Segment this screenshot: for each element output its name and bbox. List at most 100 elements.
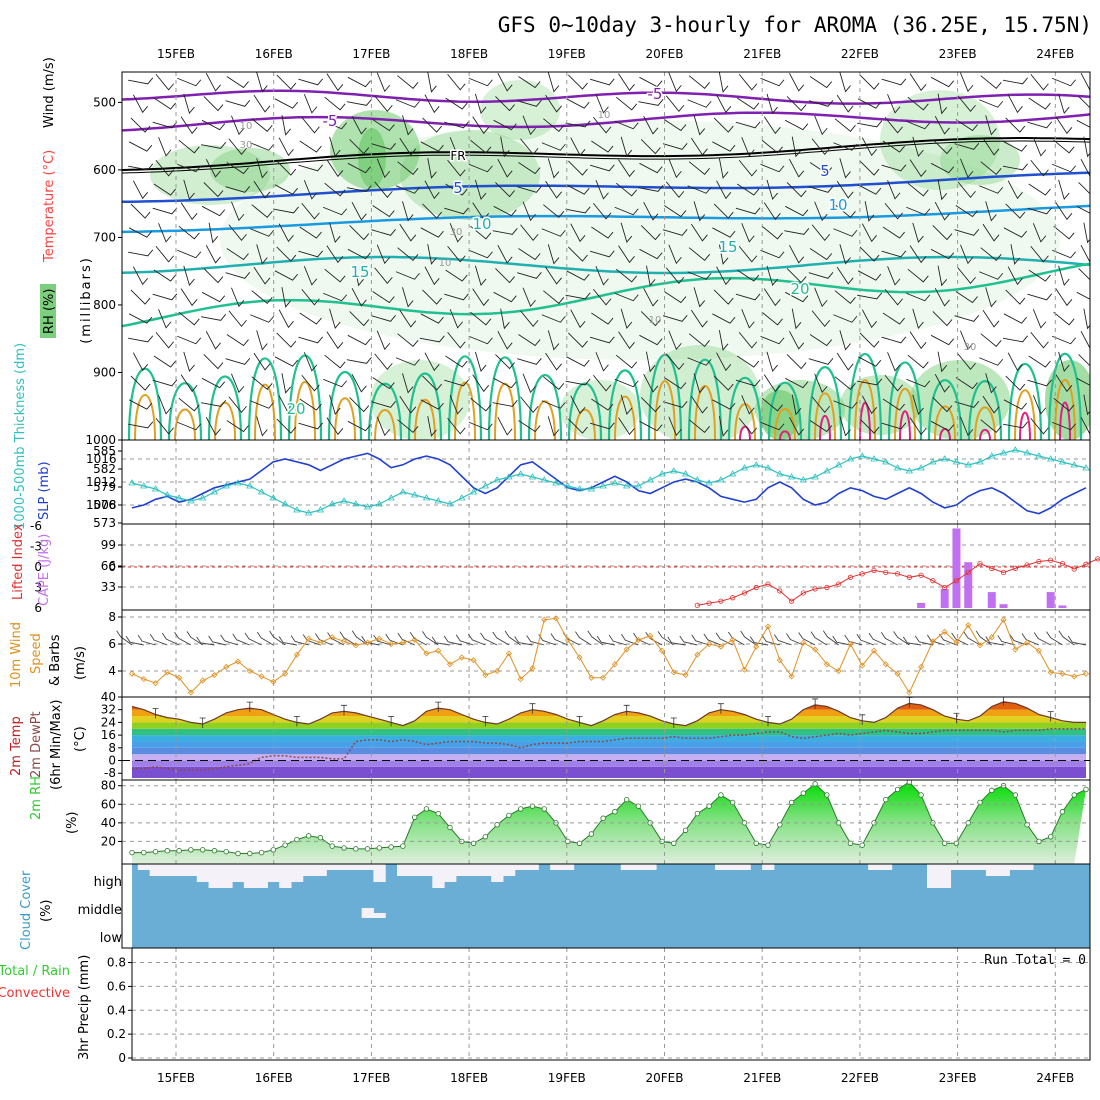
- rh-legend-swatch: [40, 284, 56, 338]
- isotherm-loop: [854, 379, 876, 440]
- wind-barb: [1027, 293, 1053, 301]
- wind-barb: [424, 94, 440, 114]
- wind10-barb: [504, 630, 521, 646]
- wind-barb: [1007, 94, 1023, 114]
- wind-barb: [859, 332, 880, 348]
- wind-barb: [955, 291, 978, 304]
- wind-barb: [376, 158, 391, 179]
- thickness-label: 1000-500mb Thickness (dm): [13, 343, 28, 530]
- thickness-point: [717, 476, 725, 483]
- wind-barb: [402, 373, 414, 394]
- wind-barb: [791, 136, 802, 158]
- wind-barb: [545, 266, 562, 285]
- rh2m-point: [541, 806, 547, 812]
- wind-barb: [298, 422, 324, 430]
- wind-barb: [1028, 269, 1051, 282]
- wind-barb: [761, 139, 783, 154]
- isotherm-loop: [927, 379, 963, 440]
- wind-barb: [545, 180, 562, 199]
- wind-barb: [1076, 377, 1090, 386]
- temp-minmax-bar: [152, 708, 159, 719]
- wind-barb: [785, 119, 809, 131]
- y-tick-label: 0.4: [107, 1003, 126, 1017]
- wind-barb: [690, 137, 708, 156]
- wind-barb: [665, 267, 685, 284]
- isotherm-loop: [447, 355, 483, 440]
- wind-barb: [155, 417, 174, 435]
- wind-barb: [960, 416, 974, 437]
- wind-barb: [809, 162, 833, 175]
- date-label-top: 19FEB: [548, 47, 586, 61]
- wind-barb: [568, 74, 588, 90]
- wind-barb: [347, 334, 371, 346]
- thickness-point: [151, 485, 160, 492]
- lifted-index-point: [1059, 560, 1066, 567]
- thickness-point: [1058, 458, 1067, 465]
- cloud-high-bar: [455, 864, 469, 876]
- isotherm-label: 15: [350, 263, 369, 281]
- wind-barb: [205, 416, 221, 436]
- wind10-speed-point: [729, 636, 736, 644]
- y-tick-label: 40: [101, 690, 116, 704]
- thickness-point: [670, 467, 678, 474]
- wind10-barb: [256, 631, 274, 646]
- upper-air-ylabel: RH (%) Temperature (°C) Wind (m/s) (mill…: [40, 57, 94, 344]
- wind-barb: [203, 268, 224, 284]
- isotherm-loop: [687, 358, 723, 440]
- temp-minmax-bar: [246, 701, 253, 713]
- wind-barb: [1078, 354, 1090, 367]
- wind-barb: [208, 222, 219, 244]
- wind-barb: [424, 180, 440, 200]
- rh2m-point: [824, 792, 830, 798]
- wind-barb: [565, 206, 591, 214]
- wind-barb: [130, 203, 151, 219]
- wind-barb: [909, 159, 927, 178]
- wind-barb: [371, 401, 396, 408]
- lifted-index-point: [753, 584, 759, 591]
- wind10-speed-point: [776, 657, 783, 664]
- isotherm-loop: [767, 381, 803, 440]
- wind10-barb: [220, 634, 239, 646]
- wind-barb: [713, 203, 734, 219]
- date-label-top: 18FEB: [450, 47, 488, 61]
- rh2m-point: [482, 834, 489, 840]
- thickness-point: [622, 482, 631, 489]
- date-label-bottom: 20FEB: [646, 1071, 684, 1085]
- wind-barb: [595, 352, 609, 372]
- cloud-unit: (%): [39, 900, 54, 923]
- isotherm-loop: [374, 409, 396, 440]
- wind10-barb: [550, 633, 568, 646]
- wind10-speed-point: [505, 650, 512, 657]
- wind-barb: [954, 315, 980, 322]
- wind-barb: [329, 222, 341, 244]
- wind10-barb: [174, 631, 192, 646]
- wind-barb: [225, 100, 251, 107]
- cloud-high-bar: [879, 864, 893, 870]
- wind-barb: [402, 201, 414, 222]
- wind-barb: [668, 72, 682, 93]
- wind-barb: [766, 265, 778, 287]
- lifted-index-point: [1036, 558, 1042, 565]
- cloud-high-bar: [962, 864, 975, 870]
- isotherm-loop: [814, 392, 836, 440]
- date-label-bottom: 16FEB: [255, 1071, 293, 1085]
- isotherm-loop: [887, 361, 923, 440]
- wind-barb: [518, 248, 541, 261]
- wind-barb: [668, 158, 682, 179]
- wind-barb: [591, 312, 614, 325]
- wind-barb: [420, 141, 444, 152]
- wind-barb: [178, 397, 200, 412]
- wind-barb: [347, 248, 371, 260]
- cloud-panel: high middle low Cloud Cover (%): [19, 863, 1091, 950]
- thickness-point: [587, 485, 596, 492]
- wind-barb: [200, 400, 227, 407]
- isotherm-line: [122, 137, 1090, 171]
- thickness-point: [799, 476, 808, 483]
- wind-barb: [497, 416, 513, 436]
- wind-barb: [205, 330, 221, 350]
- wind-barb: [228, 138, 247, 155]
- wind-barb: [736, 269, 760, 282]
- thickness-point: [1082, 464, 1090, 471]
- wind-barb: [570, 223, 586, 243]
- lifted-index-point: [777, 588, 783, 594]
